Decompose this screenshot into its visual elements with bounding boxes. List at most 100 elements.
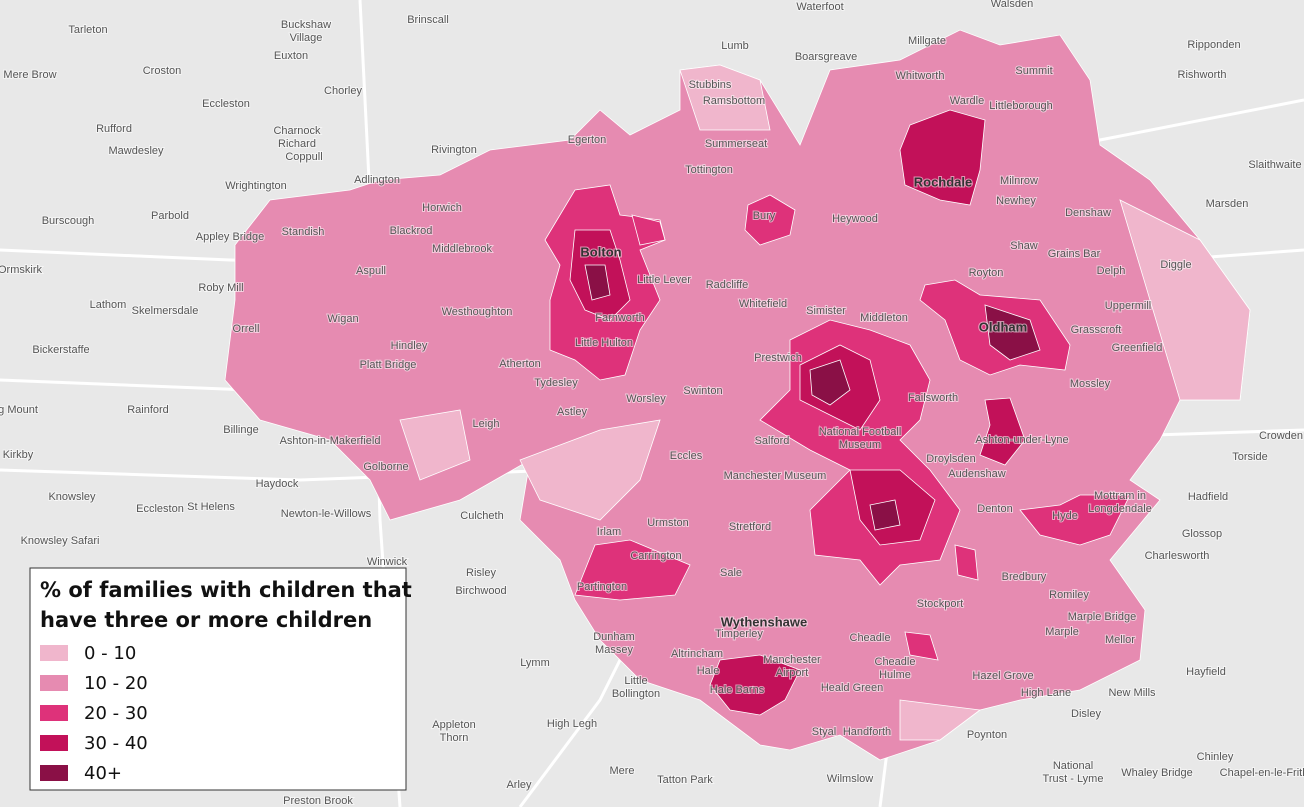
place-label: Diggle xyxy=(1160,259,1191,271)
legend-title: have three or more children xyxy=(40,608,372,632)
place-label: Lymm xyxy=(520,657,550,669)
place-label: Bolton xyxy=(580,244,621,259)
place-label: Atherton xyxy=(499,358,541,370)
place-label: Ashton-in-Makerfield xyxy=(280,435,381,447)
place-label: Mellor xyxy=(1105,634,1135,646)
place-label: Mere Brow xyxy=(3,69,56,81)
place-label: Prestwich xyxy=(754,352,802,364)
districts xyxy=(224,29,1251,761)
place-label: Stockport xyxy=(917,598,963,610)
legend-box xyxy=(29,567,407,791)
place-label: Haydock xyxy=(256,478,299,490)
place-label: Standish xyxy=(282,226,325,238)
place-label: Wigan xyxy=(327,313,358,325)
place-label: Carrington xyxy=(630,550,681,562)
place-label: Little Lever xyxy=(637,274,691,286)
place-label: Manchester Museum xyxy=(724,470,827,482)
place-label: Urmston xyxy=(647,517,689,529)
place-label: High Lane xyxy=(1021,687,1071,699)
place-label: National xyxy=(1053,760,1093,772)
place-label: Euxton xyxy=(274,50,308,62)
place-label: Museum xyxy=(839,439,881,451)
place-label: Uppermill xyxy=(1105,300,1151,312)
place-label: Greenfield xyxy=(1112,342,1163,354)
place-label: Blackrod xyxy=(390,225,433,237)
place-label: Styal xyxy=(812,726,836,738)
place-label: Slaithwaite xyxy=(1248,159,1301,171)
place-label: Whitworth xyxy=(896,70,945,82)
place-label: Denshaw xyxy=(1065,207,1111,219)
place-label: Eccleston xyxy=(136,503,184,515)
place-label: Droylsden xyxy=(926,453,976,465)
place-label: Marple Bridge xyxy=(1068,611,1136,623)
place-label: Handforth xyxy=(843,726,891,738)
place-label: Waterfoot xyxy=(796,1,843,13)
place-label: Middleton xyxy=(860,312,908,324)
place-label: Hindley xyxy=(391,340,428,352)
place-label: Leigh xyxy=(473,418,500,430)
place-label: Farnworth xyxy=(595,312,645,324)
place-label: Airport xyxy=(776,667,808,679)
place-label: Littleborough xyxy=(989,100,1053,112)
place-label: Rainford xyxy=(127,404,169,416)
place-label: Stubbins xyxy=(689,79,732,91)
place-label: Skelmersdale xyxy=(132,305,199,317)
place-label: Eccleston xyxy=(202,98,250,110)
place-label: Buckshaw xyxy=(281,19,331,31)
place-label: Parbold xyxy=(151,210,189,222)
place-label: Wardle xyxy=(950,95,984,107)
place-label: Orrell xyxy=(233,323,260,335)
place-label: Grains Bar xyxy=(1048,248,1101,260)
place-label: Newton-le-Willows xyxy=(281,508,372,520)
place-label: Arley xyxy=(506,779,532,791)
place-label: Chapel-en-le-Frith xyxy=(1220,767,1304,779)
place-label: Ramsbottom xyxy=(703,95,765,107)
place-label: Marsden xyxy=(1206,198,1249,210)
place-label: New Mills xyxy=(1108,687,1156,699)
place-label: Wilmslow xyxy=(827,773,873,785)
place-label: Golborne xyxy=(363,461,408,473)
place-label: Longdendale xyxy=(1088,503,1152,515)
place-label: High Legh xyxy=(547,718,597,730)
place-label: Croston xyxy=(143,65,182,77)
place-label: Mere xyxy=(609,765,634,777)
place-label: Birchwood xyxy=(455,585,506,597)
place-label: Bury xyxy=(753,210,776,222)
place-label: Heywood xyxy=(832,213,878,225)
place-label: Hyde xyxy=(1052,510,1078,522)
place-label: Charnock xyxy=(273,125,321,137)
place-label: Partington xyxy=(577,581,627,593)
place-label: Milnrow xyxy=(1000,175,1038,187)
place-label: Delph xyxy=(1097,265,1126,277)
legend-label: 40+ xyxy=(84,763,122,784)
place-label: Whitefield xyxy=(739,298,787,310)
place-label: ng Mount xyxy=(0,404,38,416)
place-label: Horwich xyxy=(422,202,462,214)
legend-swatch xyxy=(40,675,68,691)
place-label: Salford xyxy=(755,435,790,447)
place-label: Stretford xyxy=(729,521,771,533)
place-label: Richard xyxy=(278,138,316,150)
place-label: Wrightington xyxy=(225,180,287,192)
legend-swatch xyxy=(40,765,68,781)
place-label: Massey xyxy=(595,644,633,656)
place-label: Ashton-under-Lyne xyxy=(975,434,1068,446)
place-label: Aspull xyxy=(356,265,386,277)
place-label: Appleton xyxy=(432,719,475,731)
legend-title: % of families with children that xyxy=(40,578,412,602)
place-label: Cheadle xyxy=(875,656,916,668)
legend-swatch xyxy=(40,705,68,721)
place-label: Hayfield xyxy=(1186,666,1226,678)
place-label: Ormskirk xyxy=(0,264,42,276)
place-label: Rufford xyxy=(96,123,132,135)
place-label: Newhey xyxy=(996,195,1036,207)
place-label: Marple xyxy=(1045,626,1079,638)
place-label: Appley Bridge xyxy=(196,231,265,243)
place-label: Hale Barns xyxy=(710,684,765,696)
legend-label: 30 - 40 xyxy=(84,733,148,754)
place-label: Disley xyxy=(1071,708,1101,720)
place-label: Shaw xyxy=(1010,240,1038,252)
place-label: Irlam xyxy=(597,526,621,538)
